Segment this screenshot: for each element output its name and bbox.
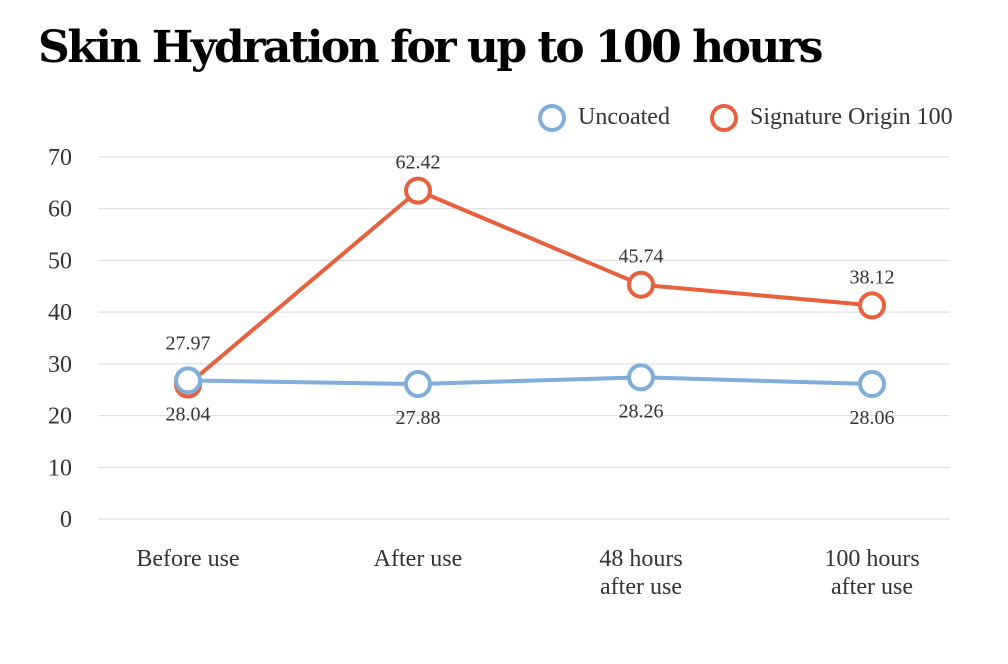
series-line-signature-origin [186,188,873,387]
data-label-signature-origin: 62.42 [396,152,441,174]
chart-title: Skin Hydration for up to 100 hours [38,22,823,73]
x-tick-label: 48 hours [599,546,682,572]
y-axis: 0 10 20 30 40 50 60 70 [48,145,72,533]
marker-signature-origin [858,291,886,320]
marker-uncoated [627,363,655,392]
series-markers [174,176,886,399]
marker-uncoated [858,370,886,399]
series-line-uncoated [187,375,873,387]
data-labels: 28.04 27.88 28.26 28.06 27.97 62.42 45.74 38.12 [166,152,895,429]
marker-signature-origin [404,176,432,205]
series-lines [186,188,873,387]
gridlines [98,156,950,520]
y-tick-label: 20 [48,404,72,430]
y-tick-label: 40 [48,300,72,326]
marker-uncoated [404,370,432,399]
legend-marker-uncoated [538,104,566,132]
legend-marker-signature-origin [710,104,738,132]
data-label-uncoated: 28.04 [166,403,211,425]
data-label-signature-origin: 27.97 [166,332,211,354]
data-label-uncoated: 28.06 [850,407,895,429]
x-tick-label: after use [600,574,682,600]
x-tick-label: After use [374,546,463,572]
data-label-signature-origin: 45.74 [619,246,664,268]
legend: Uncoated Signature Origin 100 [538,104,953,132]
marker-uncoated [174,366,202,395]
y-tick-label: 30 [48,352,72,378]
legend-label-uncoated: Uncoated [578,104,670,130]
data-label-uncoated: 27.88 [396,407,441,429]
data-label-signature-origin: 38.12 [850,266,895,288]
y-tick-label: 60 [48,197,72,223]
y-tick-label: 50 [48,248,72,274]
marker-signature-origin [627,270,655,299]
y-tick-label: 0 [60,507,72,533]
y-tick-label: 10 [48,455,72,481]
data-label-uncoated: 28.26 [619,400,664,422]
x-tick-label: 100 hours [824,546,919,572]
y-tick-label: 70 [48,145,72,171]
legend-label-signature-origin: Signature Origin 100 [750,104,953,130]
x-tick-label: after use [831,574,913,600]
x-tick-label: Before use [136,546,239,572]
